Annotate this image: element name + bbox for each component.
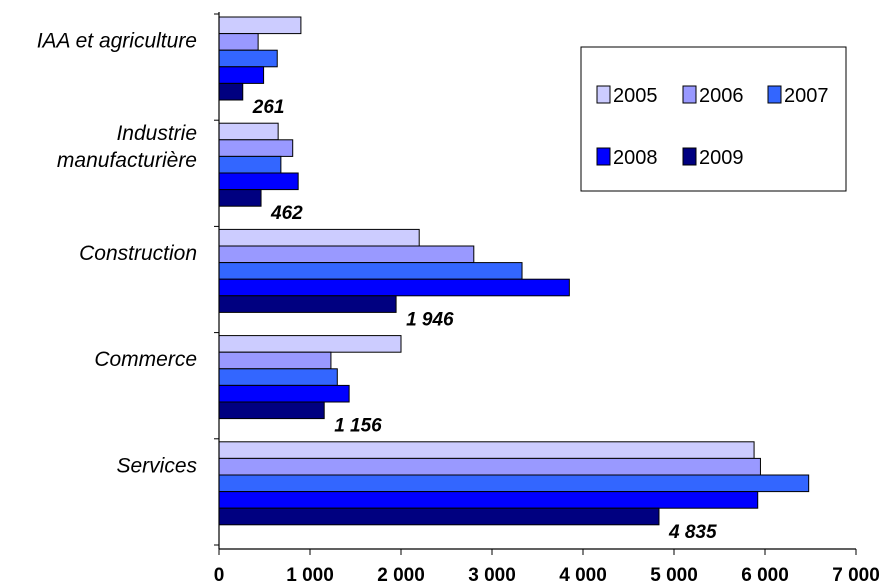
- data-label-1: 462: [270, 203, 303, 224]
- category-label-0-0: IAA et agriculture: [37, 30, 197, 53]
- legend-swatch-2006: [682, 85, 697, 104]
- bar-2009-4: [218, 507, 660, 526]
- legend-label-2006: 2006: [699, 85, 744, 107]
- bar-2009-0: [218, 82, 244, 101]
- x-tick-label-3: 3 000: [468, 565, 516, 584]
- x-tick-label-2: 2 000: [377, 565, 425, 584]
- data-label-2: 1 946: [406, 309, 454, 330]
- legend: 2005 2006 2007 2008 2009: [580, 46, 847, 192]
- data-label-0: 261: [252, 97, 285, 118]
- bar-2005-3: [218, 335, 402, 353]
- category-label-1-0: Industrie: [116, 122, 197, 145]
- bar-2009-1: [218, 189, 262, 207]
- legend-label-2008: 2008: [613, 147, 658, 169]
- bar-2006-0: [218, 33, 259, 51]
- legend-box: [580, 46, 847, 192]
- bar-2007-4: [218, 474, 810, 493]
- data-label-3: 1 156: [334, 416, 382, 437]
- x-tick-label-0: 0: [214, 565, 225, 584]
- legend-swatch-2008: [596, 147, 611, 166]
- bar-2005-4: [218, 441, 755, 459]
- x-tick-label-6: 6 000: [741, 565, 789, 584]
- bar-2007-3: [218, 368, 338, 386]
- category-label-4-0: Services: [116, 454, 197, 477]
- legend-label-2007: 2007: [784, 85, 829, 107]
- legend-swatch-2005: [596, 85, 611, 104]
- bar-2008-1: [218, 172, 299, 191]
- category-label-1-1: manufacturière: [57, 149, 197, 172]
- bar-2006-3: [218, 351, 332, 370]
- category-label-2-0: Construction: [79, 242, 197, 265]
- bar-2007-2: [218, 262, 523, 280]
- bar-2005-1: [218, 122, 279, 141]
- labels-layer: IAA et agriculture Industrie manufacturièr…: [37, 30, 717, 543]
- bar-2006-4: [218, 457, 761, 476]
- bar-2007-0: [218, 49, 278, 68]
- x-tick-label-1: 1 000: [286, 565, 334, 584]
- axes-layer: 0 1 000 2 000 3 000 4 000 5 000 6 000 7 000: [214, 12, 880, 584]
- bar-2008-0: [218, 66, 265, 84]
- x-tick-label-5: 5 000: [650, 565, 698, 584]
- x-tick-label-4: 4 000: [559, 565, 607, 584]
- bar-2007-1: [218, 155, 282, 174]
- bar-2008-4: [218, 491, 759, 509]
- bar-2005-0: [218, 16, 302, 35]
- data-label-4: 4 835: [668, 522, 717, 543]
- category-label-3-0: Commerce: [94, 348, 197, 371]
- legend-label-2005: 2005: [613, 85, 658, 107]
- legend-swatch-2009: [682, 147, 697, 166]
- bar-2005-2: [218, 228, 420, 247]
- bar-2009-2: [218, 295, 397, 313]
- bar-2006-1: [218, 139, 294, 157]
- bar-2009-3: [218, 401, 325, 420]
- bar-2006-2: [218, 245, 475, 264]
- bar-2008-3: [218, 384, 350, 403]
- bar-2008-2: [218, 278, 570, 297]
- legend-label-2009: 2009: [699, 147, 744, 169]
- legend-swatch-2007: [767, 85, 782, 104]
- x-tick-label-7: 7 000: [832, 565, 880, 584]
